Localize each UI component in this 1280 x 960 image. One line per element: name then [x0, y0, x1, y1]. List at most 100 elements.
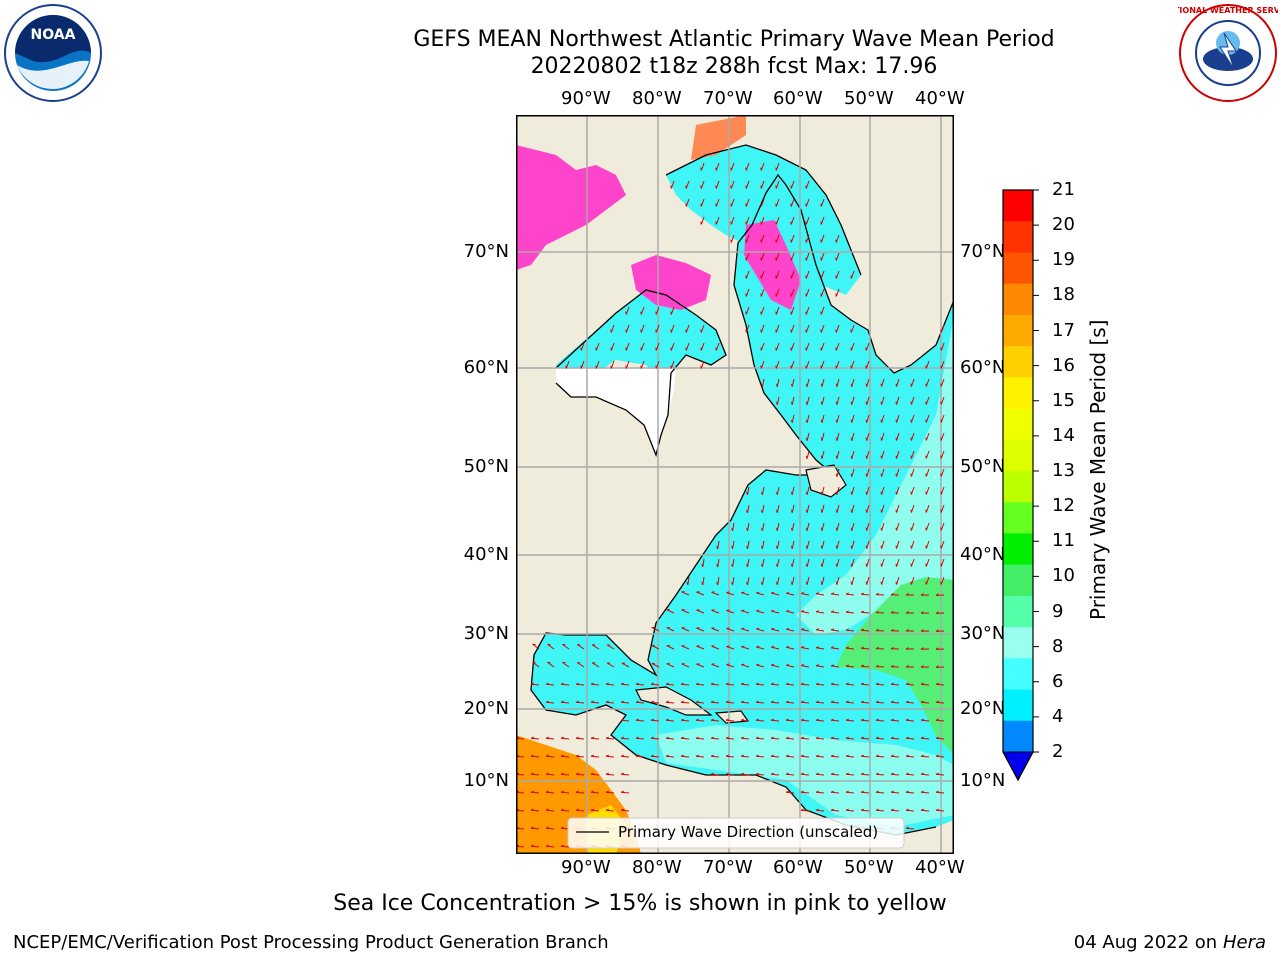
wave-arrow — [910, 450, 915, 459]
wave-arrow — [896, 378, 900, 387]
wave-arrow — [725, 755, 735, 758]
wave-arrow-head — [560, 826, 564, 829]
wave-arrow — [605, 683, 615, 686]
wave-arrow-head — [740, 754, 744, 757]
wave-arrow-head — [880, 509, 883, 513]
wave-arrow-head — [910, 419, 912, 423]
wave-arrow — [935, 737, 945, 740]
wave-arrow-head — [741, 663, 745, 666]
wave-arrow-head — [860, 592, 864, 595]
wave-arrow-head — [776, 545, 778, 549]
wave-arrow-head — [545, 736, 549, 739]
wave-arrow — [545, 845, 555, 848]
wave-arrow — [821, 378, 825, 387]
wave-arrow-head — [745, 257, 747, 261]
wave-arrow-head — [860, 790, 864, 793]
wave-arrow — [560, 809, 570, 812]
wave-arrow-head — [805, 581, 808, 585]
wave-arrow-head — [925, 473, 927, 477]
wave-arrow-head — [770, 700, 774, 703]
wave-arrow-head — [790, 239, 792, 243]
wave-arrow-head — [800, 772, 804, 775]
wave-arrow-head — [726, 645, 730, 647]
wave-arrow — [896, 576, 900, 585]
wave-arrow — [650, 737, 660, 740]
wave-arrow — [745, 306, 750, 315]
wave-arrow — [785, 791, 795, 794]
wave-arrow — [815, 719, 825, 722]
colorbar-tick-label: 10 — [1052, 565, 1075, 587]
ocean-atlantic — [531, 175, 954, 835]
wave-arrow-head — [820, 329, 822, 333]
wave-arrow-head — [820, 545, 823, 549]
wave-arrow — [687, 576, 690, 585]
wave-arrow-head — [935, 736, 939, 739]
wave-arrow — [666, 627, 675, 632]
wave-arrow-head — [760, 257, 762, 261]
map-plot: Primary Wave Direction (unscaled) — [516, 115, 954, 854]
wave-arrow — [695, 737, 705, 740]
wave-arrow — [670, 180, 675, 189]
wave-arrow-head — [865, 563, 868, 567]
wave-arrow — [590, 683, 600, 686]
wave-arrow — [890, 701, 900, 704]
wave-arrow-head — [711, 609, 715, 611]
wave-arrow-head — [835, 365, 837, 369]
wave-arrow-head — [715, 185, 717, 189]
wave-arrow — [530, 737, 540, 740]
wave-arrow-head — [730, 167, 732, 171]
wave-arrow — [710, 701, 720, 704]
wave-arrow — [640, 324, 645, 333]
wave-arrow-head — [805, 203, 807, 207]
wave-arrow — [791, 558, 795, 567]
wave-arrow-head — [805, 545, 808, 549]
wave-arrow — [910, 486, 915, 495]
wave-arrow — [715, 198, 720, 207]
wave-arrow-head — [935, 700, 939, 703]
wave-arrow — [620, 791, 630, 794]
wave-arrow-head — [805, 509, 808, 513]
wave-arrow-head — [776, 563, 778, 567]
sea-ice-4 — [691, 115, 746, 160]
wave-arrow-head — [761, 509, 763, 513]
wave-arrow — [896, 558, 900, 567]
wave-arrow — [776, 558, 780, 567]
wave-arrow — [910, 378, 915, 387]
wave-arrow — [800, 701, 810, 704]
wave-arrow — [665, 755, 675, 758]
wave-arrow-head — [746, 581, 748, 586]
wave-arrow — [851, 432, 855, 441]
wave-arrow-head — [625, 311, 627, 315]
wave-arrow-head — [580, 347, 582, 351]
wave-arrow-head — [835, 473, 838, 477]
wave-arrow — [635, 719, 645, 722]
wave-arrow-head — [745, 275, 747, 279]
wave-arrow-head — [865, 473, 868, 477]
wave-arrow — [605, 755, 615, 758]
wave-arrow — [866, 432, 870, 441]
wave-arrow — [560, 755, 570, 758]
wave-arrow — [760, 324, 765, 333]
wave-arrow — [775, 234, 780, 243]
wave-arrow-head — [815, 790, 819, 793]
wave-arrow-head — [545, 700, 549, 703]
wave-arrow-head — [800, 718, 804, 721]
wave-arrow — [761, 378, 765, 387]
wave-arrow — [920, 683, 930, 686]
noaa-logo-text: NOAA — [31, 27, 76, 43]
wave-arrow — [881, 504, 885, 513]
wave-arrow-head — [716, 563, 719, 568]
colorbar-band — [1003, 408, 1033, 441]
wave-arrow — [866, 378, 870, 387]
wave-arrow-head — [860, 664, 864, 667]
wave-arrow-head — [670, 329, 672, 333]
wave-arrow-head — [815, 664, 820, 667]
wave-arrow-head — [785, 790, 789, 793]
wave-arrow — [755, 701, 765, 704]
wave-arrow — [700, 342, 705, 351]
colorbar-band — [1003, 471, 1033, 503]
wave-arrow-head — [935, 593, 939, 596]
wave-arrow-head — [755, 718, 759, 721]
wave-arrow — [940, 324, 945, 333]
wave-arrow — [816, 629, 825, 632]
